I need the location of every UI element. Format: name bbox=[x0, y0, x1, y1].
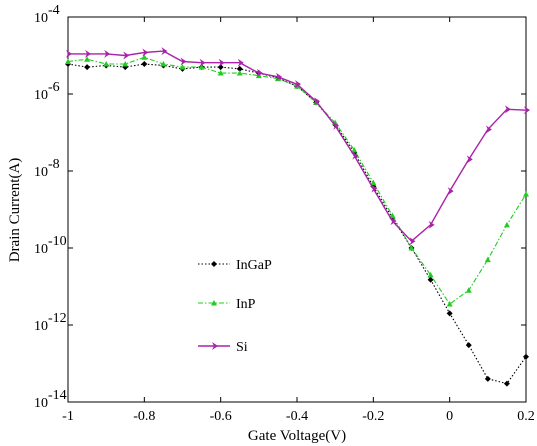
y-tick-label: 10 bbox=[34, 88, 48, 103]
data-point-si bbox=[524, 106, 530, 115]
x-tick-label: 0 bbox=[446, 409, 453, 424]
data-point-inp bbox=[484, 256, 491, 263]
y-tick-exponent: -10 bbox=[48, 234, 67, 249]
data-point-inp bbox=[141, 54, 148, 60]
y-tick-label: 10 bbox=[34, 396, 48, 411]
data-point-inp bbox=[523, 191, 529, 197]
data-point-si bbox=[447, 187, 454, 196]
y-tick-exponent: -8 bbox=[48, 157, 60, 172]
data-point-si bbox=[218, 58, 225, 67]
x-tick-label: -0.4 bbox=[286, 409, 308, 424]
legend-marker-ingap bbox=[211, 261, 217, 267]
legend-label-ingap: InGaP bbox=[236, 258, 272, 273]
series-layer bbox=[65, 47, 530, 387]
data-point-si bbox=[142, 48, 149, 57]
data-point-ingap bbox=[141, 61, 148, 68]
data-point-inp bbox=[503, 221, 510, 228]
data-point-si bbox=[352, 151, 359, 160]
data-point-ingap bbox=[523, 353, 529, 360]
data-point-inp bbox=[370, 179, 377, 186]
data-point-inp bbox=[389, 212, 396, 218]
data-point-si bbox=[237, 58, 244, 67]
data-point-si bbox=[295, 80, 301, 89]
data-point-inp bbox=[236, 70, 243, 76]
data-point-inp bbox=[198, 64, 205, 70]
y-tick-label: 10 bbox=[34, 242, 48, 257]
y-tick-exponent: -6 bbox=[48, 80, 60, 95]
data-point-si bbox=[428, 220, 435, 229]
axis-ticks bbox=[67, 16, 527, 403]
data-point-ingap bbox=[484, 375, 491, 382]
x-tick-labels: -1 -0.8 -0.6 -0.4 -0.2 0 0.2 bbox=[62, 409, 535, 424]
data-point-ingap bbox=[465, 342, 472, 349]
data-point-ingap bbox=[217, 64, 224, 71]
data-point-inp bbox=[84, 56, 91, 62]
data-point-si bbox=[390, 217, 397, 226]
data-point-si bbox=[371, 184, 378, 193]
x-tick-label: -0.8 bbox=[133, 409, 155, 424]
data-point-inp bbox=[103, 61, 110, 67]
y-axis-label: Drain Current(A) bbox=[7, 158, 23, 263]
y-tick-exponent: -14 bbox=[48, 388, 67, 403]
data-point-inp bbox=[217, 70, 224, 76]
y-tick-label: 10 bbox=[34, 165, 48, 180]
data-point-si bbox=[199, 58, 206, 67]
x-axis-label: Gate Voltage(V) bbox=[248, 428, 346, 444]
y-tick-label: 10 bbox=[34, 11, 48, 26]
data-point-inp bbox=[160, 61, 167, 67]
data-point-inp bbox=[179, 64, 186, 70]
data-point-inp bbox=[351, 147, 358, 153]
data-point-si bbox=[180, 57, 187, 66]
legend-label-inp: InP bbox=[236, 297, 256, 312]
x-tick-label: -0.2 bbox=[362, 409, 384, 424]
data-point-si bbox=[256, 69, 263, 78]
data-point-ingap bbox=[427, 276, 434, 283]
data-point-si bbox=[485, 125, 492, 134]
data-point-si bbox=[66, 49, 72, 58]
y-tick-label: 10 bbox=[34, 319, 48, 334]
data-point-si bbox=[161, 47, 168, 56]
data-point-si bbox=[275, 72, 282, 81]
data-point-si bbox=[85, 49, 92, 58]
data-point-inp bbox=[446, 301, 453, 307]
data-point-si bbox=[409, 237, 416, 246]
data-point-si bbox=[314, 97, 321, 106]
legend-label-si: Si bbox=[236, 340, 248, 355]
data-point-si bbox=[123, 51, 130, 60]
x-tick-label: 0.2 bbox=[517, 409, 535, 424]
x-tick-label: -0.6 bbox=[210, 409, 232, 424]
data-point-si bbox=[104, 49, 111, 58]
y-tick-exponent: -4 bbox=[48, 3, 60, 18]
data-point-ingap bbox=[503, 380, 510, 387]
x-tick-label: -1 bbox=[62, 409, 74, 424]
legend-marker-si bbox=[212, 342, 218, 350]
data-point-ingap bbox=[236, 65, 243, 72]
data-point-inp bbox=[122, 61, 129, 67]
data-point-si bbox=[504, 105, 511, 114]
data-point-ingap bbox=[446, 310, 453, 317]
legend: InGaP InP Si bbox=[198, 258, 272, 355]
data-point-si bbox=[466, 155, 473, 164]
data-point-ingap bbox=[84, 64, 91, 71]
data-point-inp bbox=[408, 245, 415, 251]
legend-marker-inp bbox=[211, 300, 217, 306]
data-point-inp bbox=[65, 58, 71, 64]
data-point-si bbox=[333, 121, 340, 130]
data-point-inp bbox=[427, 271, 434, 278]
y-tick-exponent: -12 bbox=[48, 311, 67, 326]
data-point-inp bbox=[465, 287, 472, 293]
plot-area bbox=[67, 16, 527, 403]
series-si bbox=[66, 47, 530, 246]
